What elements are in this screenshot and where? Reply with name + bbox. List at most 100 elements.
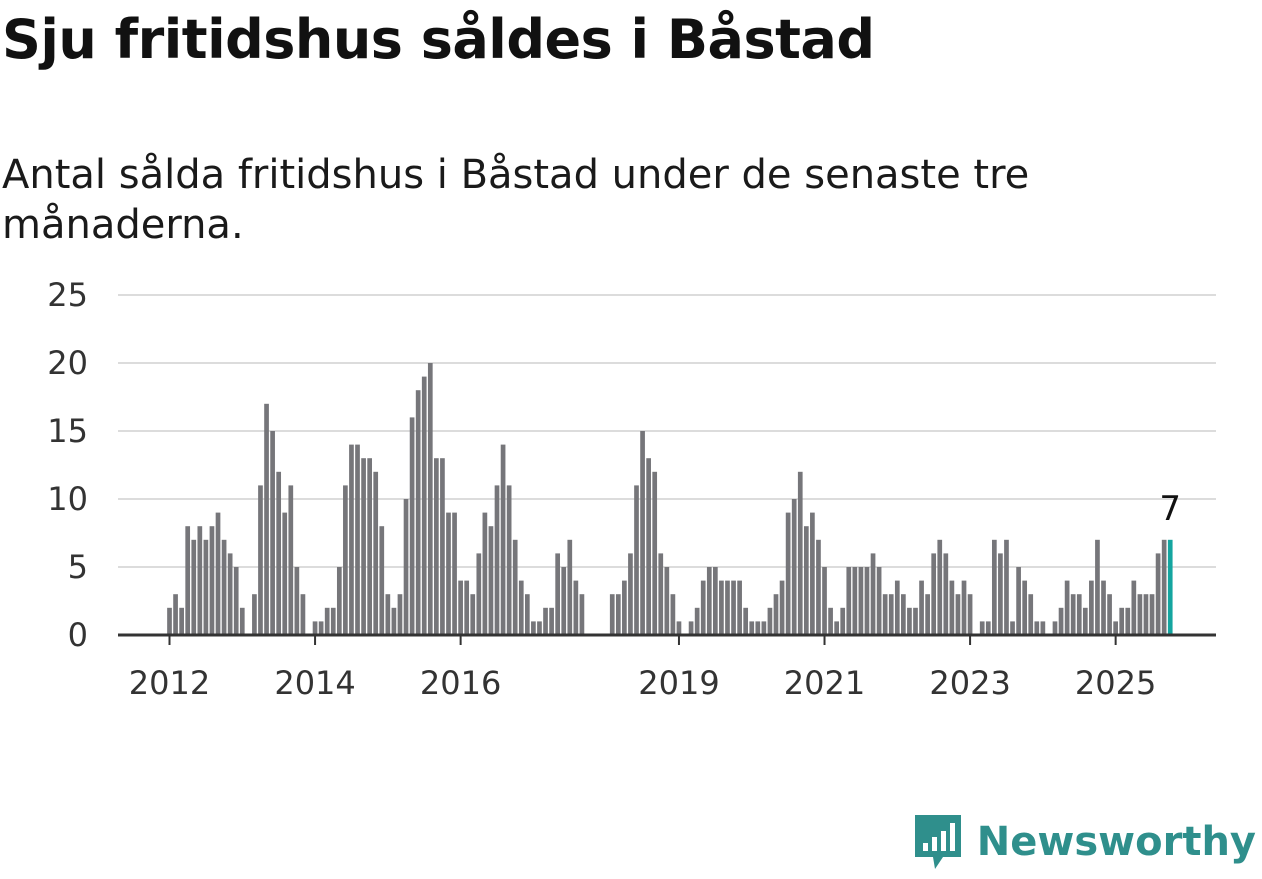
bar bbox=[1076, 594, 1082, 635]
x-tick-label: 2016 bbox=[420, 664, 501, 702]
bar bbox=[919, 580, 924, 635]
bar bbox=[373, 471, 379, 635]
bar bbox=[1161, 539, 1167, 635]
bar bbox=[1040, 621, 1046, 635]
bar bbox=[1125, 607, 1131, 635]
bar bbox=[719, 580, 724, 635]
bar bbox=[1095, 539, 1100, 635]
bar bbox=[434, 458, 439, 635]
bar bbox=[336, 567, 342, 635]
bar bbox=[464, 580, 470, 635]
bar bbox=[579, 594, 585, 635]
x-tick-label: 2025 bbox=[1075, 664, 1156, 702]
bar bbox=[452, 512, 457, 635]
bar bbox=[573, 580, 579, 635]
bar bbox=[888, 594, 894, 635]
bar bbox=[688, 621, 694, 635]
x-tick-label: 2023 bbox=[929, 664, 1010, 702]
bar bbox=[276, 471, 282, 635]
bar bbox=[524, 594, 530, 635]
bar bbox=[494, 485, 500, 635]
bar bbox=[312, 621, 318, 635]
bar bbox=[700, 580, 706, 635]
bar bbox=[512, 539, 518, 635]
bar bbox=[209, 526, 215, 635]
bar bbox=[937, 539, 943, 635]
bar bbox=[215, 512, 221, 635]
bar bbox=[173, 594, 178, 635]
bar bbox=[664, 567, 670, 635]
y-tick-label: 5 bbox=[68, 548, 88, 586]
bar bbox=[537, 621, 542, 635]
bar bbox=[361, 458, 366, 635]
last-value-label: 7 bbox=[1159, 489, 1181, 529]
bar bbox=[615, 594, 621, 635]
bar bbox=[318, 621, 324, 635]
chart-subtitle: Antal sålda fritidshus i Båstad under de… bbox=[2, 152, 1030, 248]
bar bbox=[288, 485, 294, 635]
bar bbox=[343, 485, 348, 635]
bar bbox=[476, 553, 482, 635]
bar bbox=[367, 458, 372, 635]
bar bbox=[227, 553, 233, 635]
bar bbox=[652, 471, 658, 635]
bar bbox=[1010, 621, 1015, 635]
bar bbox=[258, 485, 263, 635]
bar bbox=[828, 607, 833, 635]
bar bbox=[385, 594, 391, 635]
bar-latest bbox=[1167, 539, 1173, 635]
bar bbox=[858, 567, 864, 635]
bar bbox=[658, 553, 664, 635]
bar bbox=[1070, 594, 1076, 635]
bar bbox=[1143, 594, 1149, 635]
bar bbox=[1101, 580, 1106, 635]
bar bbox=[421, 376, 427, 635]
bar bbox=[270, 431, 275, 635]
bar bbox=[755, 621, 761, 635]
bar bbox=[1131, 580, 1137, 635]
bar bbox=[816, 539, 821, 635]
bar bbox=[876, 567, 882, 635]
bar bbox=[834, 621, 839, 635]
newsworthy-logo-icon bbox=[914, 815, 961, 869]
bar bbox=[264, 403, 269, 635]
bar bbox=[743, 607, 749, 635]
y-tick-label: 25 bbox=[47, 276, 88, 314]
x-tick-label: 2019 bbox=[638, 664, 719, 702]
bar bbox=[1082, 607, 1088, 635]
bar bbox=[555, 553, 561, 635]
bar bbox=[294, 567, 300, 635]
bar bbox=[749, 621, 755, 635]
bar bbox=[500, 444, 506, 635]
bar bbox=[488, 526, 494, 635]
bar bbox=[773, 594, 779, 635]
bar bbox=[634, 485, 639, 635]
bar bbox=[882, 594, 888, 635]
bar bbox=[203, 539, 209, 635]
bar bbox=[767, 607, 773, 635]
bar bbox=[330, 607, 336, 635]
bar bbox=[1113, 621, 1118, 635]
bar bbox=[628, 553, 633, 635]
bar bbox=[622, 580, 627, 635]
bar bbox=[779, 580, 785, 635]
bar bbox=[567, 539, 573, 635]
bar bbox=[901, 594, 906, 635]
x-tick-label: 2012 bbox=[129, 664, 210, 702]
bar bbox=[379, 526, 385, 635]
bar bbox=[822, 567, 827, 635]
bar bbox=[931, 553, 937, 635]
bar bbox=[810, 512, 815, 635]
bar bbox=[1107, 594, 1112, 635]
bar bbox=[233, 567, 239, 635]
bar bbox=[985, 621, 991, 635]
bar bbox=[1155, 553, 1161, 635]
bar bbox=[167, 607, 172, 635]
bar bbox=[1022, 580, 1028, 635]
bar bbox=[197, 526, 203, 635]
bar bbox=[191, 539, 197, 635]
bar bbox=[943, 553, 949, 635]
bar bbox=[852, 567, 858, 635]
bar bbox=[179, 607, 184, 635]
